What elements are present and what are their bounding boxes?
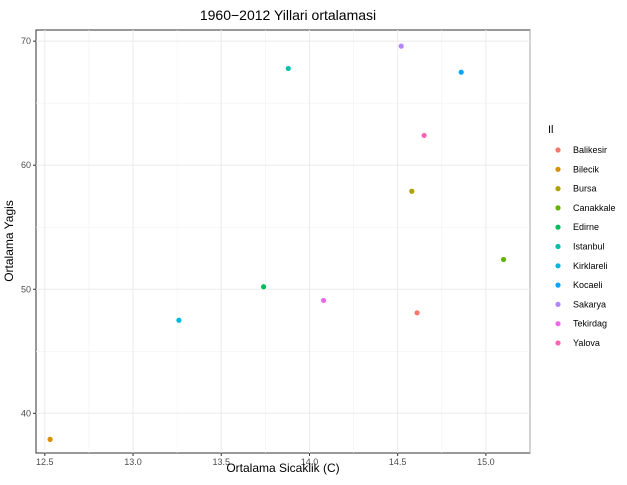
data-point (421, 132, 427, 139)
data-point (414, 310, 420, 316)
legend-key (555, 224, 561, 230)
y-axis: 40 50 60 70 (21, 36, 36, 418)
legend-key (555, 340, 561, 346)
x-axis-title: Ortalama Sicaklik (C) (226, 461, 339, 475)
y-axis-title: Ortalama Yagis (2, 200, 16, 282)
chart-title: 1960−2012 Yillari ortalamasi (200, 7, 376, 23)
legend-label: Kirklareli (573, 261, 608, 271)
legend-label: Edirne (573, 222, 599, 232)
legend-title: Il (548, 124, 554, 136)
data-point (47, 436, 53, 442)
legend-key (555, 263, 561, 269)
data-point (500, 256, 507, 263)
legend-label: Yalova (573, 338, 600, 348)
legend-key (555, 243, 561, 250)
legend-key (555, 147, 561, 153)
data-point (458, 69, 464, 75)
plot-background (35, 29, 531, 454)
data-point (176, 317, 182, 323)
legend-label: Istanbul (573, 242, 605, 252)
minor-gridlines (36, 30, 531, 453)
legend-label: Tekirdag (573, 319, 607, 329)
legend-label: Bursa (573, 184, 597, 194)
x-tick-label: 14.0 (301, 457, 319, 467)
x-tick-label: 12.5 (36, 457, 54, 467)
legend-key (555, 186, 561, 192)
x-tick-label: 15.0 (477, 457, 495, 467)
legend-label: Balikesir (573, 145, 607, 155)
legend-label: Kocaeli (573, 280, 603, 290)
data-point (320, 297, 327, 304)
legend-key (555, 301, 561, 307)
y-tick-label: 40 (21, 408, 31, 418)
plot-panel (35, 29, 531, 454)
data-points (47, 43, 507, 442)
data-point (409, 188, 415, 194)
legend-key (555, 321, 561, 327)
legend-key (555, 205, 561, 211)
y-tick-label: 60 (21, 160, 31, 170)
legend-label: Bilecik (573, 164, 600, 174)
x-tick-label: 14.5 (389, 457, 407, 467)
data-point (260, 284, 267, 290)
legend: Il Balikesir Bilecik Bursa Canakkale Edirne I… (548, 124, 616, 348)
legend-label: Canakkale (573, 203, 616, 213)
y-tick-label: 70 (21, 36, 31, 46)
legend-label: Sakarya (573, 299, 606, 309)
legend-key (555, 166, 561, 172)
x-tick-label: 13.5 (212, 457, 230, 467)
data-point (398, 43, 404, 49)
major-gridlines (36, 30, 530, 453)
y-tick-label: 50 (21, 284, 31, 294)
x-axis: 12.5 13.0 13.5 14.0 14.5 15.0 (36, 453, 495, 467)
data-point (285, 65, 291, 72)
x-tick-label: 13.0 (124, 457, 142, 467)
legend-key (555, 282, 561, 288)
